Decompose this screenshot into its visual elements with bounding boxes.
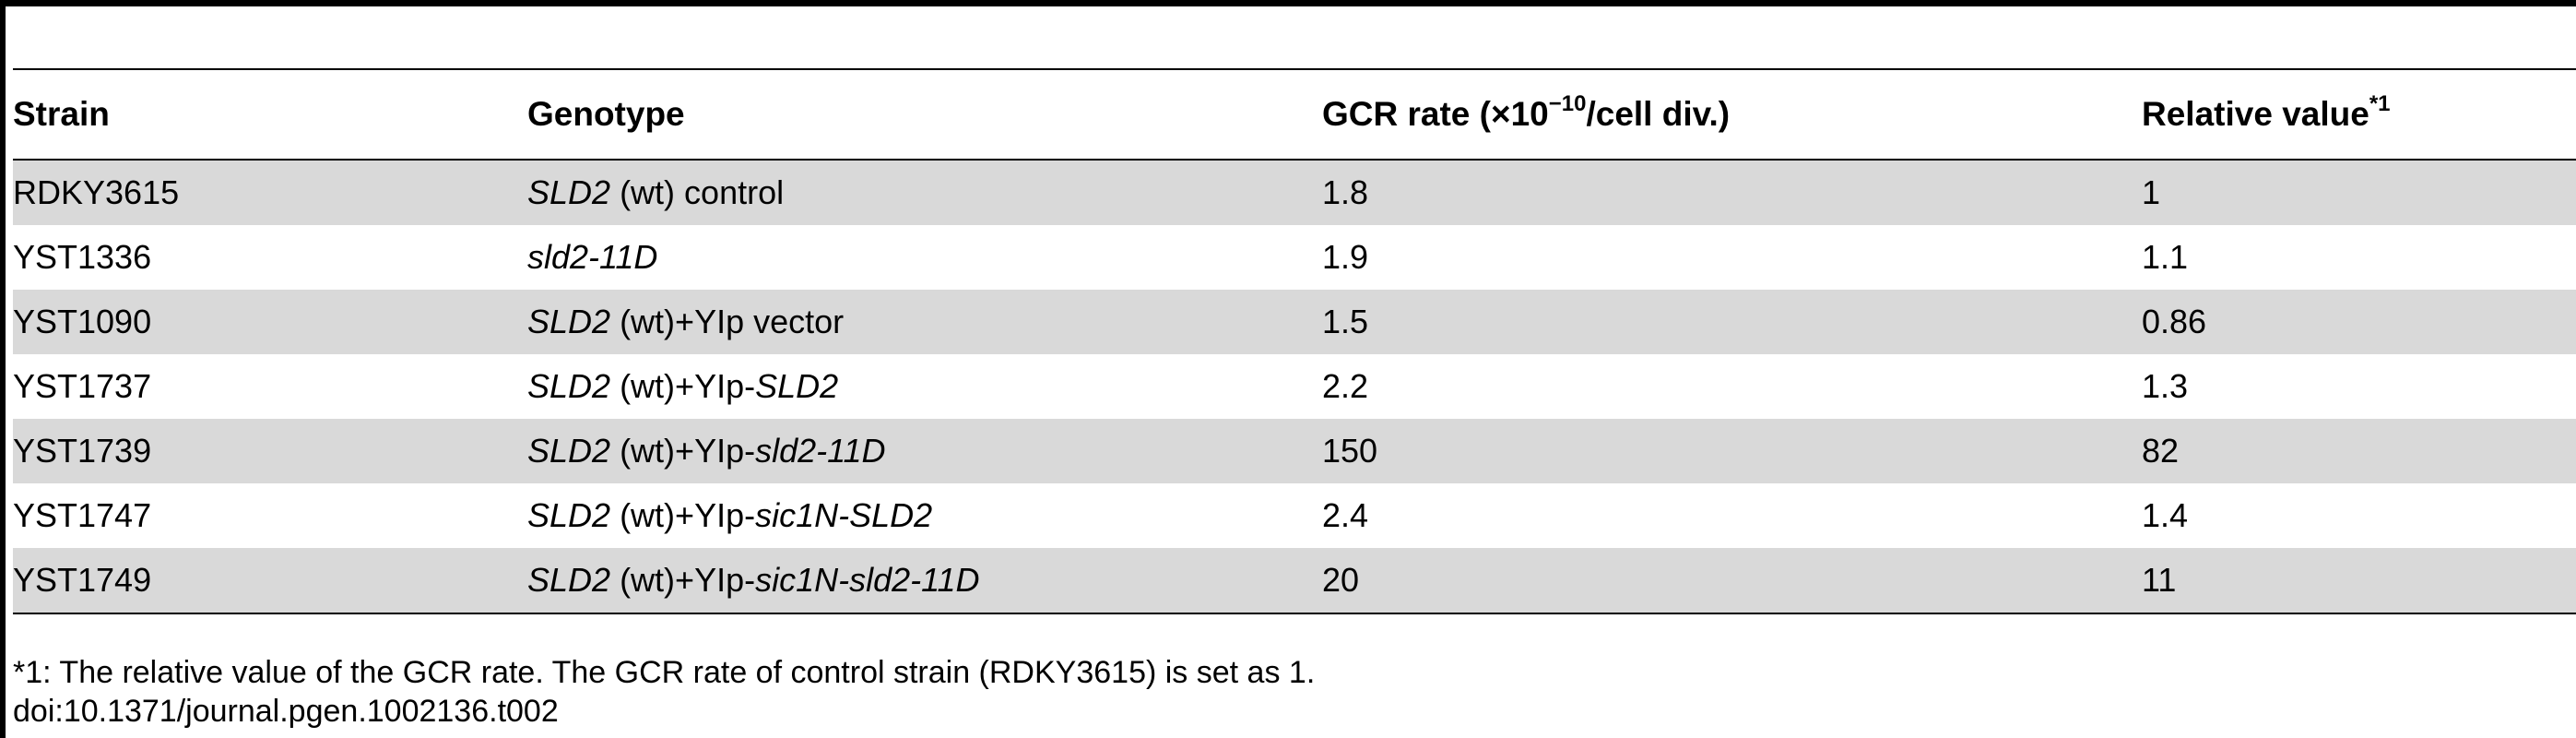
table-row: YST1737 SLD2 (wt)+YIp-SLD2 2.2 1.3	[13, 354, 2576, 419]
genotype-gene-italic: SLD2	[527, 173, 611, 211]
genotype-plain-text: (wt)+YIp-	[610, 367, 756, 405]
cell-relative-value: 0.86	[2142, 303, 2207, 340]
cell-genotype: SLD2 (wt)+YIp vector	[527, 290, 1322, 354]
table-row: YST1090 SLD2 (wt)+YIp vector 1.5 0.86	[13, 290, 2576, 354]
genotype-plain-text: (wt)+YIp vector	[610, 303, 845, 340]
header-genotype: Genotype	[527, 95, 685, 133]
gcr-rate-table: Strain Genotype GCR rate (×10−10/cell di…	[13, 68, 2576, 614]
cell-gcr-rate: 1.8	[1322, 173, 1369, 211]
cell-relative-value: 1.4	[2142, 496, 2189, 534]
table-header-row: Strain Genotype GCR rate (×10−10/cell di…	[13, 69, 2576, 160]
top-border-rule	[0, 0, 2576, 6]
left-border-rule	[0, 0, 6, 738]
cell-strain: YST1749	[13, 548, 527, 614]
footnote-text: *1: The relative value of the GCR rate. …	[13, 655, 1316, 690]
genotype-construct-italic: SLD2	[755, 367, 839, 405]
cell-strain: YST1747	[13, 496, 152, 534]
cell-gcr-rate: 150	[1322, 432, 1378, 470]
genotype-gene-italic: SLD2	[527, 367, 611, 405]
cell-strain: YST1737	[13, 367, 152, 405]
genotype-plain-text: (wt)+YIp-	[610, 561, 756, 599]
genotype-gene-italic: SLD2	[527, 496, 611, 534]
table-row: YST1739 SLD2 (wt)+YIp-sld2-11D 150 82	[13, 419, 2576, 483]
cell-relative-value: 11	[2142, 548, 2576, 614]
table-row: RDKY3615 SLD2 (wt) control 1.8 1	[13, 160, 2576, 225]
genotype-plain-text: (wt)+YIp-	[610, 496, 756, 534]
cell-genotype: SLD2 (wt)+YIp-sic1N-sld2-11D	[527, 548, 1322, 614]
cell-genotype: SLD2 (wt)+YIp-SLD2	[527, 354, 1322, 419]
genotype-plain-text: (wt) control	[610, 173, 785, 211]
cell-strain: YST1336	[13, 238, 152, 276]
genotype-construct-italic: sic1N-SLD2	[755, 496, 933, 534]
cell-genotype: SLD2 (wt)+YIp-sld2-11D	[527, 419, 1322, 483]
header-relative-footnote-mark: *1	[2369, 91, 2391, 116]
header-relative-label: Relative value	[2142, 95, 2369, 133]
header-relative-value: Relative value*1	[2142, 69, 2576, 160]
cell-gcr-rate: 20	[1322, 548, 2142, 614]
cell-genotype: SLD2 (wt)+YIp-sic1N-SLD2	[527, 483, 1322, 548]
cell-gcr-rate: 2.2	[1322, 367, 1369, 405]
genotype-construct-italic: sld2-11D	[755, 432, 886, 470]
table-row: YST1336 sld2-11D 1.9 1.1	[13, 225, 2576, 290]
header-gcr-rate-exponent: −10	[1548, 91, 1587, 116]
cell-relative-value: 1.3	[2142, 367, 2189, 405]
genotype-gene-italic: SLD2	[527, 303, 611, 340]
cell-gcr-rate: 1.9	[1322, 238, 1369, 276]
header-strain: Strain	[13, 95, 110, 133]
cell-strain: YST1739	[13, 432, 152, 470]
table-row: YST1749 SLD2 (wt)+YIp-sic1N-sld2-11D 20 11	[13, 548, 2576, 614]
header-gcr-rate-suffix: /cell div.)	[1586, 95, 1731, 133]
header-gcr-rate: GCR rate (×10−10/cell div.)	[1322, 69, 2142, 160]
cell-strain: RDKY3615	[13, 173, 180, 211]
doi-text: doi:10.1371/journal.pgen.1002136.t002	[13, 694, 559, 729]
cell-gcr-rate: 1.5	[1322, 303, 1369, 340]
cell-genotype: SLD2 (wt) control	[527, 160, 1322, 225]
genotype-gene-italic: SLD2	[527, 561, 611, 599]
data-table-container: Strain Genotype GCR rate (×10−10/cell di…	[13, 68, 2576, 614]
genotype-plain-text: (wt)+YIp-	[610, 432, 756, 470]
genotype-gene-italic: SLD2	[527, 432, 611, 470]
cell-gcr-rate: 2.4	[1322, 496, 1369, 534]
table-row: YST1747 SLD2 (wt)+YIp-sic1N-SLD2 2.4 1.4	[13, 483, 2576, 548]
cell-strain: YST1090	[13, 303, 152, 340]
cell-genotype: sld2-11D	[527, 225, 1322, 290]
header-gcr-rate-prefix: GCR rate (×10	[1322, 95, 1549, 133]
table-body: RDKY3615 SLD2 (wt) control 1.8 1 YST1336 sld2…	[13, 160, 2576, 614]
cell-relative-value: 1	[2142, 173, 2161, 211]
table-footnote: *1: The relative value of the GCR rate. …	[13, 653, 1315, 731]
genotype-gene-italic: sld2-11D	[527, 238, 658, 276]
cell-relative-value: 1.1	[2142, 238, 2189, 276]
cell-relative-value: 82	[2142, 432, 2180, 470]
genotype-construct-italic: sic1N-sld2-11D	[755, 561, 980, 599]
